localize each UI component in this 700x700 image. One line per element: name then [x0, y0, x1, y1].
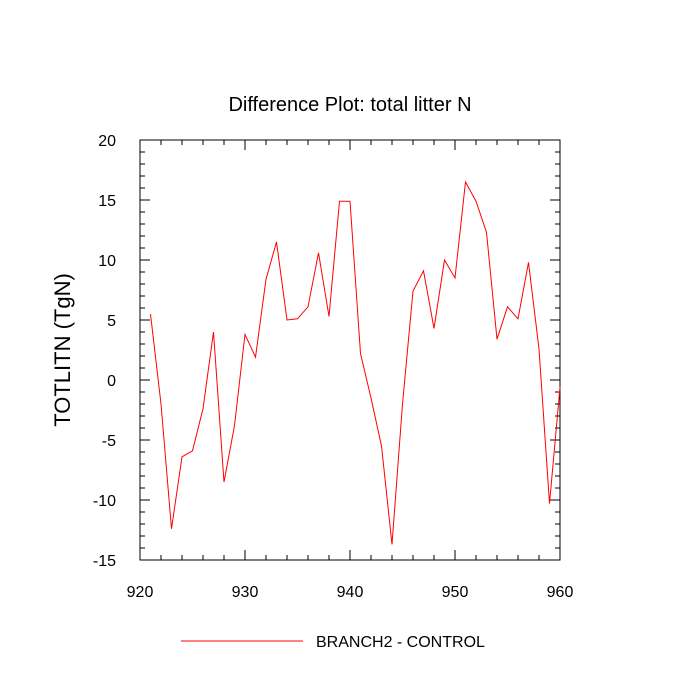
x-tick-label: 960: [547, 584, 574, 601]
y-axis-label: TOTLITN (TgN): [50, 273, 75, 427]
plot-frame: [139, 139, 561, 561]
legend-label: BRANCH2 - CONTROL: [316, 634, 485, 651]
series-line: [150, 180, 561, 545]
y-tick-label: 5: [107, 313, 116, 330]
y-tick-label: -10: [93, 493, 116, 510]
chart-title: Difference Plot: total litter N: [228, 94, 471, 116]
tick-labels: 920 930 940 950 960 -15 -10 -5 0 5 10 15 20: [93, 133, 574, 601]
series-layer: [150, 180, 561, 545]
y-tick-label: 0: [107, 373, 116, 390]
y-tick-label: 15: [98, 193, 116, 210]
x-tick-label: 940: [337, 584, 364, 601]
x-tick-label: 930: [232, 584, 259, 601]
x-tick-label: 920: [127, 584, 154, 601]
x-tick-label: 950: [442, 584, 469, 601]
legend: BRANCH2 - CONTROL: [181, 634, 485, 651]
y-tick-label: 10: [98, 253, 116, 270]
y-tick-label: -15: [93, 553, 116, 570]
y-tick-label: 20: [98, 133, 116, 150]
y-tick-label: -5: [102, 433, 116, 450]
